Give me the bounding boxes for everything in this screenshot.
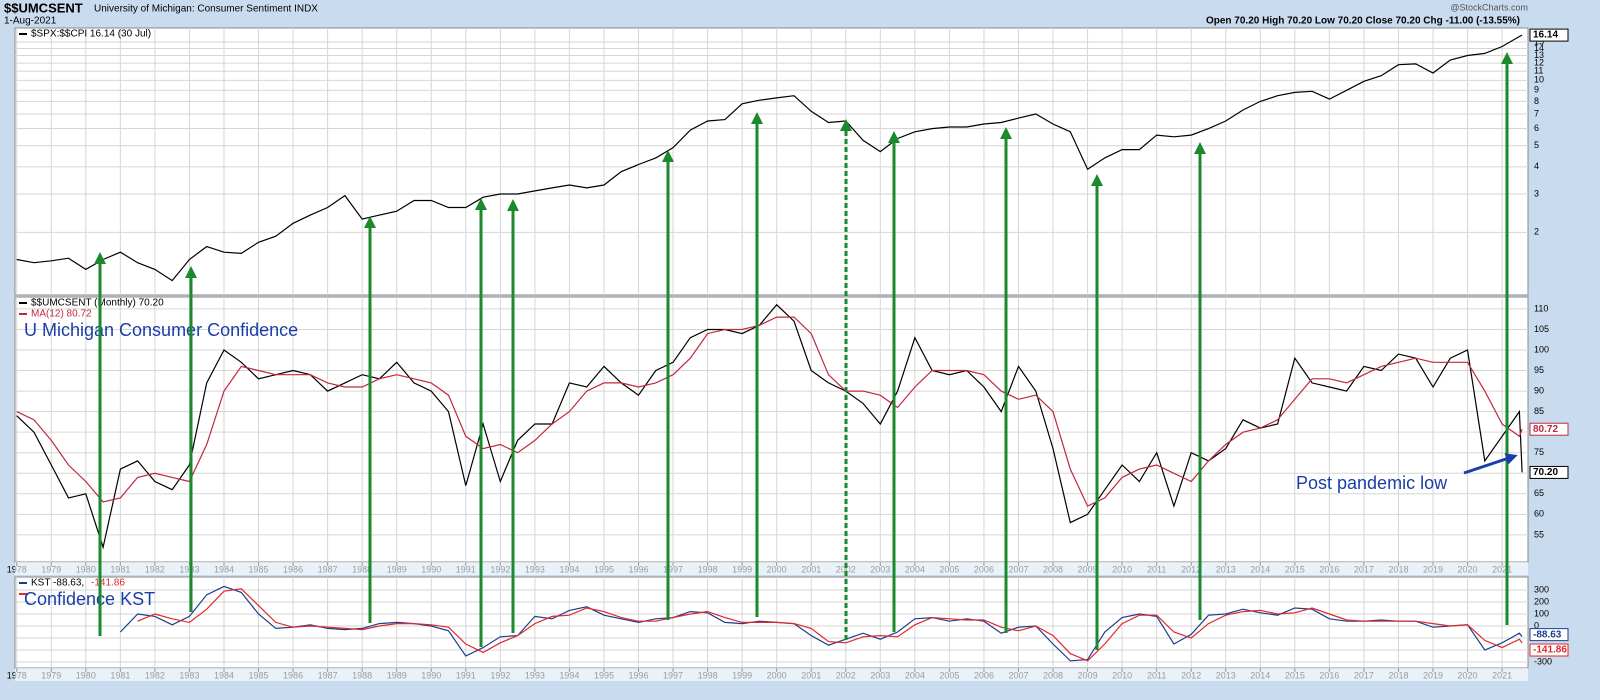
- y-tick-label: 12: [1534, 57, 1544, 67]
- quote: Open 70.20 High 70.20 Low 70.20 Close 70…: [1206, 16, 1520, 27]
- y-tick-label: 300: [1534, 584, 1549, 594]
- value-box-label: -88.63: [1533, 629, 1562, 640]
- source: @StockCharts.com: [1450, 2, 1528, 12]
- legend-label: MA(12) 80.72: [31, 309, 92, 320]
- legend-label: -141.86: [91, 578, 125, 589]
- y-tick-label: 11: [1534, 66, 1543, 76]
- legend-label: $SPX:$$CPI 16.14 (30 Jul): [31, 29, 151, 40]
- series-name: University of Michigan: Consumer Sentime…: [94, 4, 318, 15]
- legend-label: KST -88.63,: [31, 578, 84, 589]
- value-box: [1529, 628, 1569, 642]
- y-tick-label: 10: [1534, 75, 1544, 85]
- value-box: [1529, 465, 1569, 479]
- y-tick-label: 105: [1534, 324, 1549, 334]
- y-tick-label: 5: [1534, 140, 1539, 150]
- series-line: [137, 588, 1523, 662]
- annotation: U Michigan Consumer Confidence: [24, 320, 298, 340]
- y-tick-label: 8: [1534, 96, 1539, 106]
- series-line: [16, 316, 1523, 507]
- y-tick-label: 9: [1534, 85, 1539, 95]
- y-tick-label: 65: [1534, 488, 1544, 498]
- y-tick-label: 200: [1534, 596, 1549, 606]
- annotation: Post pandemic low: [1296, 473, 1448, 493]
- y-tick-label: 95: [1534, 365, 1544, 375]
- y-tick-label: -300: [1534, 656, 1552, 666]
- value-box-label: -141.86: [1533, 645, 1567, 656]
- value-box-label: 16.14: [1533, 30, 1558, 41]
- series-line: [16, 34, 1523, 282]
- y-tick-label: 3: [1534, 188, 1539, 198]
- annotation: Confidence KST: [24, 589, 155, 609]
- date-band: [15, 668, 1528, 681]
- series-line: [16, 303, 1523, 550]
- y-tick-label: 4: [1534, 161, 1539, 171]
- y-tick-label: 110: [1534, 303, 1548, 313]
- y-tick-label: 55: [1534, 529, 1544, 539]
- y-tick-label: 7: [1534, 108, 1539, 118]
- legend-label: $$UMCSENT (Monthly) 70.20: [31, 298, 164, 309]
- value-box: [1529, 643, 1569, 657]
- y-tick-label: 75: [1534, 447, 1544, 457]
- value-box-label: 70.20: [1533, 467, 1558, 478]
- y-tick-label: 60: [1534, 509, 1544, 519]
- value-box: [1529, 422, 1569, 436]
- y-tick-label: 2: [1534, 227, 1539, 237]
- symbol: $$UMCSENT: [4, 0, 83, 15]
- y-tick-label: 14: [1534, 43, 1544, 53]
- y-tick-label: 85: [1534, 406, 1544, 416]
- date: 1-Aug-2021: [4, 16, 57, 27]
- y-tick-label: 90: [1534, 385, 1544, 395]
- y-tick-label: 100: [1534, 608, 1549, 618]
- value-box-label: 80.72: [1533, 424, 1558, 435]
- plot-area: [14, 296, 1529, 563]
- y-tick-label: 6: [1534, 123, 1539, 133]
- value-box: [1529, 28, 1569, 42]
- plot-area: [14, 27, 1529, 296]
- y-tick-label: 100: [1534, 344, 1549, 354]
- y-tick-label: 13: [1534, 50, 1544, 60]
- date-band: [15, 562, 1528, 575]
- y-tick-label: 0: [1534, 620, 1539, 630]
- arrow: [1463, 453, 1518, 475]
